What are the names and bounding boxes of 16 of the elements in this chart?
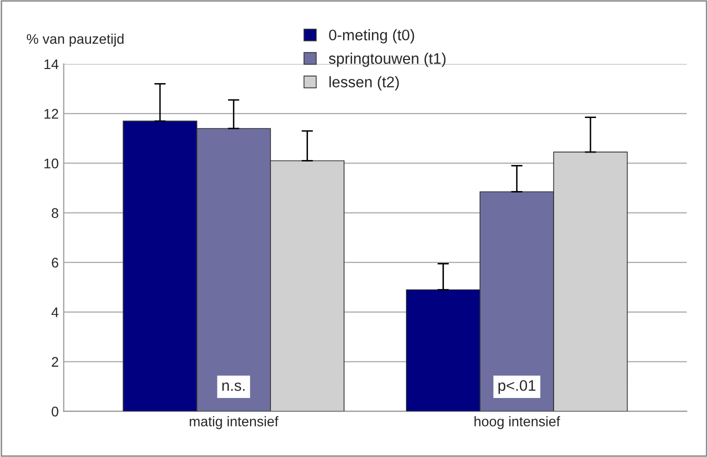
legend-label: 0-meting (t0) xyxy=(329,29,414,44)
legend-label: springtouwen (t1) xyxy=(328,52,446,67)
y-tick-label: 12 xyxy=(44,108,58,119)
annotation: p<.01 xyxy=(498,380,536,394)
legend-label: lessen (t2) xyxy=(329,76,399,90)
y-tick-label: 8 xyxy=(52,208,58,218)
y-tick-label: 6 xyxy=(52,258,58,268)
annotation: n.s. xyxy=(222,382,245,391)
y-tick-label: 0 xyxy=(52,406,58,416)
y-axis-title: % van pauzetijd xyxy=(26,34,124,47)
y-tick-label: 14 xyxy=(44,59,58,70)
y-tick-label: 4 xyxy=(51,308,58,318)
x-tick-label: matig intensief xyxy=(190,416,278,430)
y-tick-label: 10 xyxy=(44,158,58,168)
x-tick-label: hoog intensief xyxy=(474,416,560,430)
y-tick-label: 2 xyxy=(52,357,58,367)
